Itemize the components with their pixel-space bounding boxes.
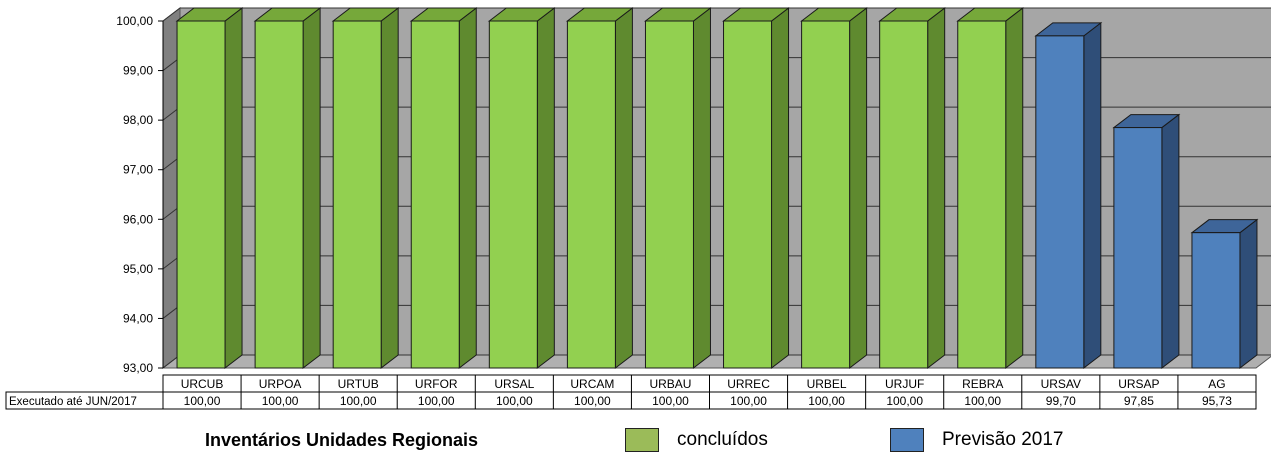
x-category-label: URBAU (649, 377, 691, 391)
data-label: 100,00 (262, 394, 299, 408)
bar-side (1083, 21, 1102, 370)
x-category-label: AG (1208, 377, 1225, 391)
x-category-label: URCUB (181, 377, 224, 391)
bar-side (849, 6, 868, 370)
bar (1035, 35, 1085, 369)
bar-chart: 93,00 94,00 95,00 96,00 97,00 98,00 99,00 100,0… (5, 6, 1271, 410)
bar (488, 20, 538, 369)
y-tick-label: 97,00 (123, 163, 153, 177)
data-label: 100,00 (652, 394, 689, 408)
x-category-label: URREC (727, 377, 770, 391)
data-label: 100,00 (496, 394, 533, 408)
x-category-label: REBRA (962, 377, 1003, 391)
bar (332, 20, 382, 369)
bar-side (1161, 113, 1180, 370)
bar (1113, 127, 1163, 369)
x-category-label: URBEL (807, 377, 847, 391)
bar-side (536, 6, 555, 370)
bar (723, 20, 773, 369)
data-label: 100,00 (418, 394, 455, 408)
bar (957, 20, 1007, 369)
bar-side (302, 6, 321, 370)
x-category-label: URCAM (570, 377, 614, 391)
bar-side (614, 6, 633, 370)
y-tick-label: 94,00 (123, 311, 153, 325)
x-category-label: URTUB (338, 377, 379, 391)
legend-title: Inventários Unidades Regionais (205, 430, 479, 450)
bar (1191, 232, 1241, 369)
legend: Inventários Unidades Regionais concluído… (0, 420, 1271, 456)
bar (566, 20, 616, 369)
y-tick-label: 99,00 (123, 64, 153, 78)
legend-label-previsao: Previsão 2017 (942, 429, 1064, 450)
x-category-label: URJUF (885, 377, 924, 391)
data-label: 100,00 (574, 394, 611, 408)
data-label: 95,73 (1202, 394, 1232, 408)
bar (644, 20, 694, 369)
bar-side (380, 6, 399, 370)
data-label: 99,70 (1046, 394, 1076, 408)
y-tick-label: 95,00 (123, 262, 153, 276)
legend-swatch-concluidos (625, 428, 659, 452)
x-category-label: URPOA (259, 377, 302, 391)
legend-item-concluidos: concluídos (625, 428, 768, 452)
bar-side (771, 6, 790, 370)
bar (879, 20, 929, 369)
y-tick-label: 93,00 (123, 361, 153, 375)
bar (254, 20, 304, 369)
legend-item-previsao: Previsão 2017 (890, 428, 1063, 452)
table-row-label: Executado até JUN/2017 (9, 396, 137, 408)
bar-side (458, 6, 477, 370)
bar (801, 20, 851, 369)
bar-side (1239, 218, 1258, 370)
data-label: 100,00 (340, 394, 377, 408)
bar-side (692, 6, 711, 370)
legend-swatch-previsao (890, 428, 924, 452)
x-category-label: URSAP (1118, 377, 1159, 391)
legend-label-concluidos: concluídos (677, 429, 768, 450)
bar (176, 20, 226, 369)
y-tick-label: 96,00 (123, 212, 153, 226)
x-category-label: URSAL (494, 377, 534, 391)
y-tick-label: 98,00 (123, 113, 153, 127)
data-label: 100,00 (964, 394, 1001, 408)
y-tick-label: 100,00 (116, 14, 153, 28)
bar-side (1005, 6, 1024, 370)
bar-side (224, 6, 243, 370)
data-label: 100,00 (808, 394, 845, 408)
x-category-label: URFOR (415, 377, 458, 391)
bar (410, 20, 460, 369)
data-label: 97,85 (1124, 394, 1154, 408)
data-label: 100,00 (886, 394, 923, 408)
x-category-label: URSAV (1041, 377, 1081, 391)
chart-floor (161, 354, 1271, 369)
data-label: 100,00 (184, 394, 221, 408)
bar-side (927, 6, 946, 370)
data-label: 100,00 (730, 394, 767, 408)
